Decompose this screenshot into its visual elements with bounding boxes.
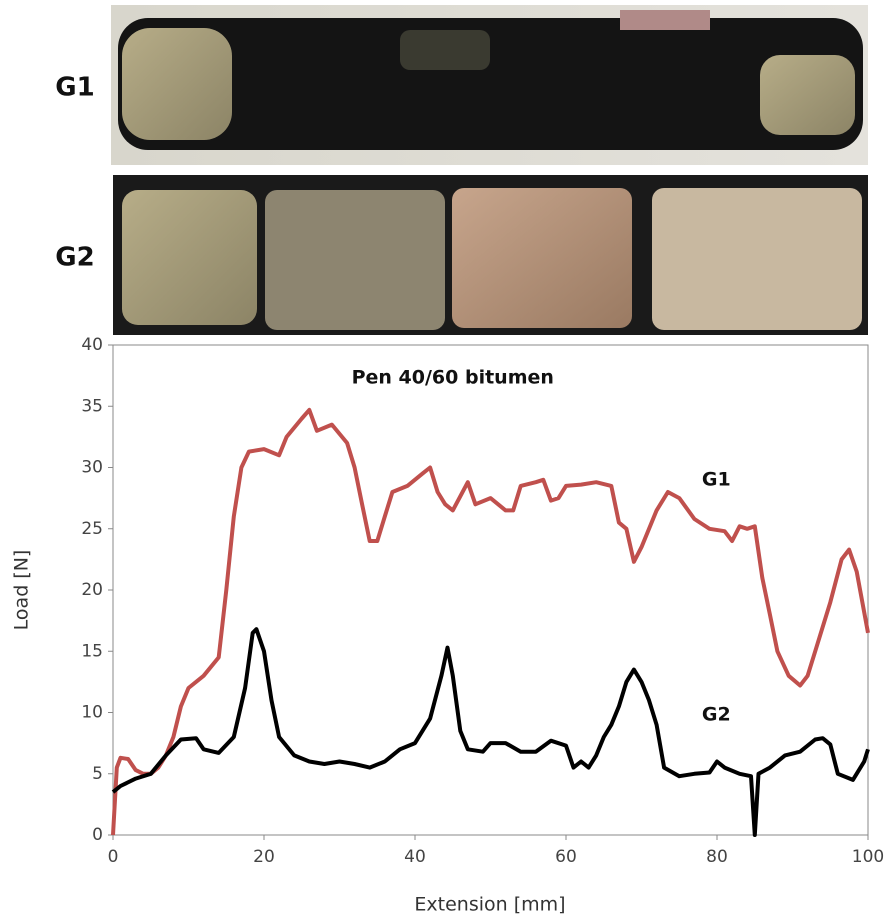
series-label: G2 [702, 703, 731, 725]
plot-frame [112, 344, 869, 836]
series-line [111, 627, 870, 837]
photo-label: G2 [55, 243, 94, 273]
y-tick-label: 40 [81, 335, 103, 355]
y-tick-label: 10 [81, 703, 103, 723]
y-tick-label: 15 [81, 641, 103, 661]
y-tick-label: 35 [81, 396, 103, 416]
y-tick-label: 20 [81, 580, 103, 600]
x-axis-title: Extension [mm] [414, 894, 565, 916]
y-tick-label: 30 [81, 458, 103, 478]
x-tick-label: 60 [555, 847, 577, 867]
series-line [111, 407, 870, 836]
photo-label: G1 [55, 73, 94, 103]
y-tick-label: 5 [92, 764, 103, 784]
y-axis-title: Load [N] [11, 550, 33, 631]
chart-title: Pen 40/60 bitumen [352, 367, 554, 389]
series-label: G1 [702, 468, 731, 490]
x-tick-label: 0 [108, 847, 119, 867]
photo-g1 [111, 5, 868, 165]
photo-g2 [113, 175, 868, 335]
x-tick-label: 100 [852, 847, 884, 867]
y-tick-label: 25 [81, 519, 103, 539]
x-tick-label: 40 [404, 847, 426, 867]
y-tick-label: 0 [92, 825, 103, 845]
x-tick-label: 20 [253, 847, 275, 867]
x-tick-label: 80 [706, 847, 728, 867]
